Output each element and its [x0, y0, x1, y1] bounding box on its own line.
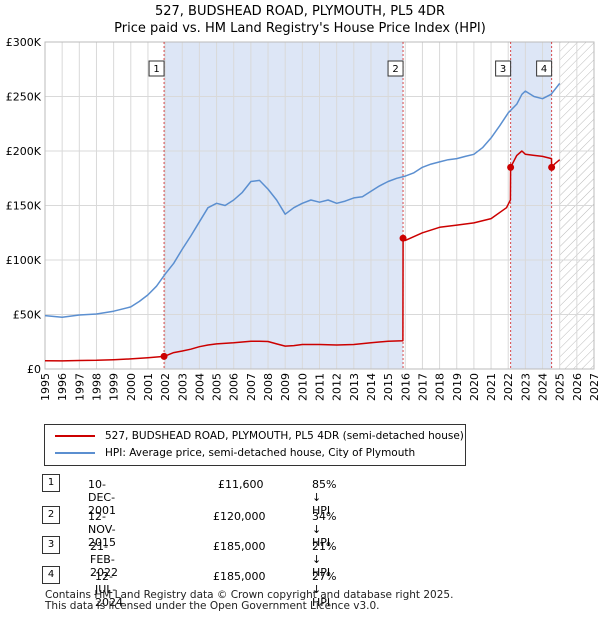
sale-hpi: 27% ↓ HPI	[312, 570, 337, 609]
footer-licence: This data is licensed under the Open Gov…	[45, 600, 380, 612]
sale-price: £185,000	[213, 540, 266, 553]
x-tick-label: 2001	[142, 373, 155, 401]
x-tick-label: 2020	[468, 373, 481, 401]
x-tick-label: 2018	[434, 373, 447, 401]
sale-point	[507, 163, 515, 171]
x-tick-label: 2011	[314, 373, 327, 401]
sale-marker-box	[387, 60, 404, 77]
legend-blue-swatch	[55, 452, 95, 454]
y-tick-label: £200K	[6, 145, 42, 158]
x-tick-label: 2019	[451, 373, 464, 401]
sale-point	[548, 163, 556, 171]
property-price-line	[44, 150, 561, 362]
x-tick-label: 2003	[176, 373, 189, 401]
x-tick-label: 1999	[108, 373, 121, 401]
sale-hpi: 21% ↓ HPI	[312, 540, 337, 579]
x-tick-label: 2012	[331, 373, 344, 401]
legend-red-swatch	[55, 435, 95, 437]
x-tick-label: 2026	[571, 373, 584, 401]
sale-badge: 1	[42, 474, 60, 492]
plot-frame	[44, 41, 595, 370]
x-tick-label: 2000	[125, 373, 138, 401]
y-tick-label: £300K	[6, 36, 42, 49]
legend-item-hpi: HPI: Average price, semi-detached house,…	[55, 445, 415, 461]
sale-marker-label: 3	[500, 64, 506, 75]
x-tick-label: 2002	[159, 373, 172, 401]
sale-hpi: 34% ↓ HPI	[312, 510, 337, 549]
x-tick-label: 2024	[537, 373, 550, 401]
sale-point	[399, 234, 407, 242]
x-tick-label: 2007	[245, 373, 258, 401]
sale-date: 10-DEC-2001	[88, 478, 116, 517]
footer: Contains HM Land Registry data © Crown c…	[45, 590, 453, 612]
legend-item-property: 527, BUDSHEAD ROAD, PLYMOUTH, PL5 4DR (s…	[55, 428, 464, 444]
x-tick-label: 2008	[262, 373, 275, 401]
sale-marker-label: 4	[541, 64, 547, 75]
legend-property-label: 527, BUDSHEAD ROAD, PLYMOUTH, PL5 4DR (s…	[105, 430, 464, 442]
x-tick-label: 1996	[56, 373, 69, 401]
footer-copyright: Contains HM Land Registry data © Crown c…	[45, 589, 454, 601]
y-tick-label: £150K	[6, 200, 42, 213]
chart-subtitle: Price paid vs. HM Land Registry's House …	[114, 21, 486, 36]
x-tick-label: 2017	[416, 373, 429, 401]
y-tick-label: £0	[27, 363, 41, 376]
x-tick-label: 1995	[39, 373, 52, 401]
x-tick-label: 1997	[73, 373, 86, 401]
x-tick-label: 1998	[90, 373, 103, 401]
sale-price: £11,600	[218, 478, 264, 491]
x-tick-label: 2004	[193, 373, 206, 401]
x-tick-label: 2010	[296, 373, 309, 401]
x-tick-label: 2006	[228, 373, 241, 401]
x-tick-label: 2005	[211, 373, 224, 401]
sale-date: 12-JUL-2024	[95, 570, 123, 609]
sale-badge: 4	[42, 566, 60, 584]
sale-badge: 2	[42, 506, 60, 524]
sale-marker-box	[495, 60, 512, 77]
price-chart: 1 2 3 4 £0 £50K £100K £150K £200K £250K £300K 1995 1…	[6, 36, 600, 401]
x-tick-label: 2021	[485, 373, 498, 401]
x-tick-label: 2027	[588, 373, 600, 401]
sale-marker-box	[148, 60, 165, 77]
sale-date: 21-FEB-2022	[90, 540, 118, 579]
y-tick-label: £50K	[13, 309, 42, 322]
sale-price: £120,000	[213, 510, 266, 523]
sale-point	[160, 352, 168, 360]
x-tick-label: 2025	[554, 373, 567, 401]
legend: 527, BUDSHEAD ROAD, PLYMOUTH, PL5 4DR (s…	[44, 424, 466, 466]
y-tick-label: £250K	[6, 91, 42, 104]
sale-badge: 3	[42, 536, 60, 554]
sale-date: 12-NOV-2015	[88, 510, 116, 549]
hpi-line	[44, 82, 561, 318]
x-tick-label: 2014	[365, 373, 378, 401]
chart-title: 527, BUDSHEAD ROAD, PLYMOUTH, PL5 4DR	[154, 4, 446, 19]
x-tick-label: 2013	[348, 373, 361, 401]
sale-marker-label: 1	[153, 64, 159, 75]
legend-hpi-label: HPI: Average price, semi-detached house,…	[105, 447, 416, 459]
sale-price: £185,000	[213, 570, 266, 583]
x-tick-label: 2016	[399, 373, 412, 401]
x-tick-label: 2015	[382, 373, 395, 401]
sale-hpi: 85% ↓ HPI	[312, 478, 337, 517]
sale-marker-label: 2	[392, 64, 398, 75]
y-tick-label: £100K	[6, 254, 42, 267]
sale-marker-box	[536, 60, 553, 77]
x-tick-label: 2023	[519, 373, 532, 401]
x-tick-label: 2022	[502, 373, 515, 401]
x-tick-label: 2009	[279, 373, 292, 401]
